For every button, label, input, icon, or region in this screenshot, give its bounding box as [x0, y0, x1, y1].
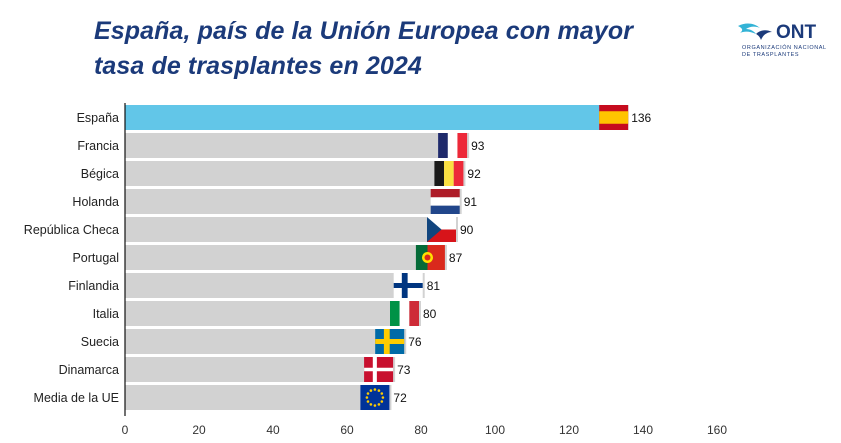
logo-subtitle: ORGANIZACIÓN NACIONAL DE TRASPLANTES: [742, 45, 827, 59]
value-label: 73: [397, 363, 411, 377]
x-tick-label: 140: [633, 423, 653, 437]
category-label: Holanda: [72, 195, 119, 209]
value-label: 136: [631, 111, 651, 125]
x-tick-label: 20: [192, 423, 206, 437]
logo-subtitle-line-2: DE TRASPLANTES: [742, 52, 800, 58]
category-label: Suecia: [81, 335, 119, 349]
value-label: 72: [393, 391, 407, 405]
category-label: República Checa: [24, 223, 119, 237]
bar: [125, 161, 466, 186]
category-label: Italia: [93, 307, 119, 321]
chart-title: España, país de la Unión Europea con may…: [94, 14, 734, 84]
bar: [125, 385, 392, 410]
category-label: España: [77, 111, 119, 125]
ont-bird-icon: [738, 23, 772, 40]
x-tick-label: 80: [414, 423, 428, 437]
bar: [125, 133, 470, 158]
ont-logo: ONT ORGANIZACIÓN NACIONAL DE TRASPLANTES: [732, 18, 832, 64]
logo-wordmark: ONT: [776, 22, 817, 43]
flag-spain-icon: [599, 105, 629, 130]
bar: [125, 105, 629, 130]
value-label: 91: [464, 195, 478, 209]
value-label: 80: [423, 307, 437, 321]
bar: [125, 357, 396, 382]
x-tick-label: 0: [122, 423, 129, 437]
flag-eu-icon: [360, 385, 390, 410]
x-tick-label: 60: [340, 423, 354, 437]
labels-layer: España 136 Francia 93 Bégica 92 Holanda 91 Repúb…: [24, 111, 652, 405]
flag-czechia-icon: [427, 217, 456, 242]
value-label: 90: [460, 223, 474, 237]
bar: [125, 217, 458, 242]
bar: [125, 245, 447, 270]
value-label: 76: [408, 335, 422, 349]
value-label: 87: [449, 251, 463, 265]
chart-title-line-2: tasa de trasplantes en 2024: [94, 52, 422, 80]
flag-finland-icon: [393, 273, 423, 298]
x-tick-label: 120: [559, 423, 579, 437]
flags-layer: [360, 105, 629, 410]
bar: [125, 273, 425, 298]
x-tick-label: 100: [485, 423, 505, 437]
flag-denmark-icon: [364, 357, 394, 382]
chart-title-line-1: España, país de la Unión Europea con may…: [94, 17, 634, 45]
value-label: 92: [467, 167, 481, 181]
category-label: Finlandia: [68, 279, 119, 293]
category-label: Media de la UE: [34, 391, 119, 405]
x-tick-label: 160: [707, 423, 727, 437]
flag-france-icon: [438, 133, 468, 158]
logo-subtitle-line-1: ORGANIZACIÓN NACIONAL: [742, 45, 827, 51]
category-label: Dinamarca: [59, 363, 119, 377]
category-label: Francia: [77, 139, 119, 153]
category-label: Portugal: [72, 251, 119, 265]
flag-belgium-icon: [434, 161, 464, 186]
x-axis-ticks: 0 20 40 60 80 100 120 140 160: [122, 423, 728, 437]
bar: [125, 329, 407, 354]
category-label: Bégica: [81, 167, 119, 181]
value-label: 81: [427, 279, 441, 293]
value-label: 93: [471, 139, 485, 153]
flag-portugal-icon: [415, 245, 445, 270]
flag-italy-icon: [390, 301, 419, 326]
bars-layer: [125, 105, 629, 410]
bar: [125, 189, 462, 214]
flag-netherlands-icon: [430, 189, 460, 214]
bar: [125, 301, 421, 326]
x-tick-label: 40: [266, 423, 280, 437]
flag-sweden-icon: [375, 329, 405, 354]
